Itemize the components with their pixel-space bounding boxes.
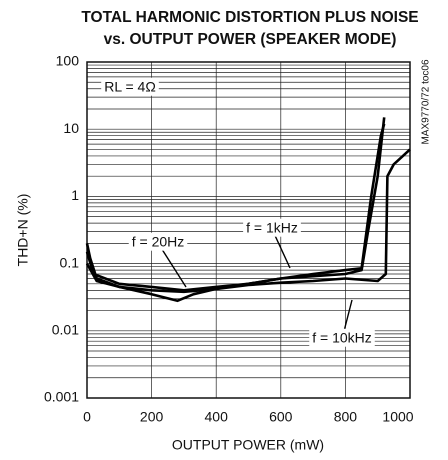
x-tick-label: 1000 [382,409,413,425]
y-tick-label: 100 [56,53,80,69]
x-tick-label: 800 [334,409,358,425]
y-tick-label: 1 [71,187,79,203]
label-box [309,328,375,347]
data-line [85,123,386,292]
x-tick-label: 600 [269,409,293,425]
label-box [101,77,159,96]
x-tick-label: 400 [205,409,229,425]
series-label: f = 10kHz [312,330,372,346]
x-tick-label: 200 [140,409,164,425]
x-axis-label: OUTPUT POWER (mW) [172,437,324,453]
load-label: RL = 4Ω [104,79,156,95]
label-box [243,218,301,237]
series-label: f = 1kHz [246,220,298,236]
figure-code: MAX9770/72 toc06 [421,59,432,144]
chart-title: TOTAL HARMONIC DISTORTION PLUS NOISE [81,9,418,26]
y-axis-label: THD+N (%) [15,194,31,267]
x-tick-label: 0 [83,409,91,425]
data-line [85,148,411,294]
plot-frame [86,61,411,399]
data-line [85,117,386,303]
chart-subtitle: vs. OUTPUT POWER (SPEAKER MODE) [104,31,397,48]
label-box [128,232,188,251]
series-label: f = 20Hz [132,234,185,250]
y-tick-label: 10 [63,120,79,136]
y-tick-label: 0.001 [44,389,79,405]
y-tick-label: 0.1 [60,254,80,270]
y-tick-label: 0.01 [52,322,79,338]
